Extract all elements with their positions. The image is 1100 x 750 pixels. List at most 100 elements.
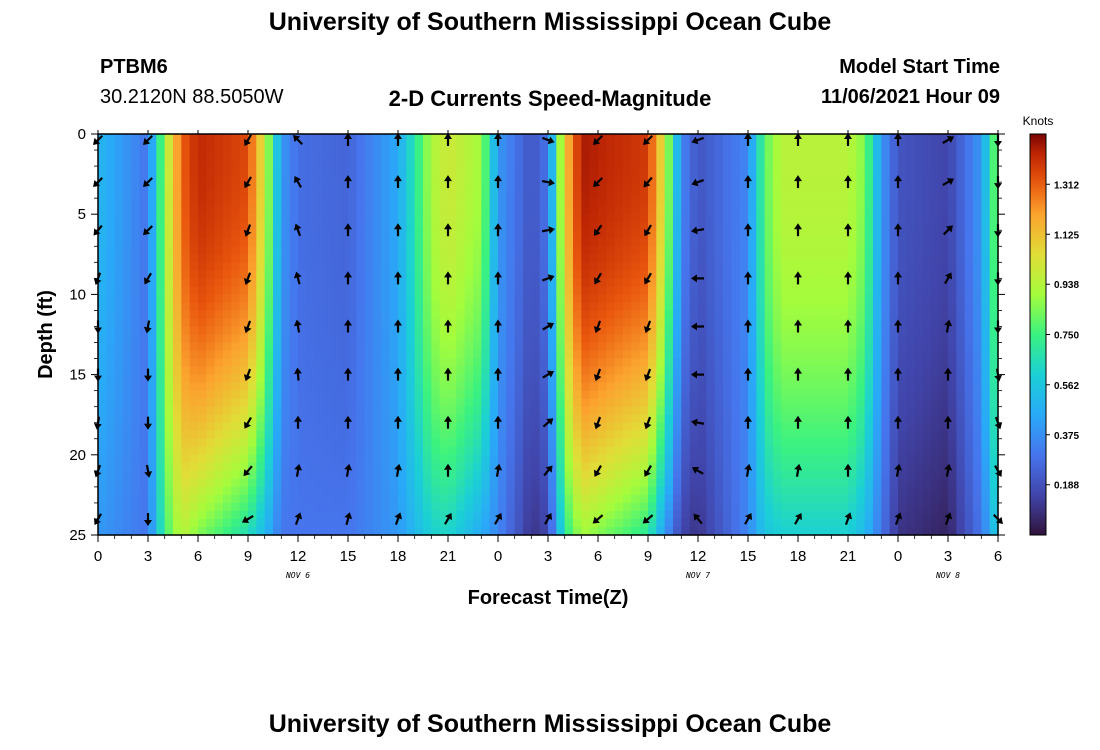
heatmap-cell xyxy=(606,158,616,167)
heatmap-cell xyxy=(189,182,199,191)
heatmap-cell xyxy=(398,270,407,279)
heatmap-cell xyxy=(531,166,541,175)
heatmap-cell xyxy=(764,374,774,384)
heatmap-cell xyxy=(548,310,557,320)
heatmap-cell xyxy=(156,230,166,239)
heatmap-cell xyxy=(248,406,257,416)
heatmap-cell xyxy=(306,470,316,480)
heatmap-cell xyxy=(564,254,574,263)
heatmap-cell xyxy=(848,350,857,360)
heatmap-cell xyxy=(331,230,341,239)
heatmap-cell xyxy=(764,438,774,448)
heatmap-cell xyxy=(206,366,216,376)
heatmap-cell xyxy=(323,350,332,360)
heatmap-cell xyxy=(473,254,482,263)
heatmap-cell xyxy=(573,326,582,336)
heatmap-cell xyxy=(664,390,674,400)
heatmap-cell xyxy=(123,238,132,247)
heatmap-cell xyxy=(331,382,341,392)
heatmap-cell xyxy=(231,206,241,215)
heatmap-cell xyxy=(248,358,257,368)
heatmap-cell xyxy=(631,438,641,448)
heatmap-cell xyxy=(106,430,116,440)
heatmap-cell xyxy=(781,158,791,167)
heatmap-cell xyxy=(706,446,716,456)
heatmap-cell xyxy=(114,206,124,215)
heatmap-cell xyxy=(839,302,849,312)
heatmap-cell xyxy=(664,254,674,263)
heatmap-cell xyxy=(206,302,216,312)
heatmap-cell xyxy=(739,150,749,159)
heatmap-cell xyxy=(106,518,116,528)
heatmap-cell xyxy=(164,478,174,488)
heatmap-cell xyxy=(573,262,582,271)
heatmap-cell xyxy=(814,430,824,440)
heatmap-cell xyxy=(506,486,516,496)
heatmap-cell xyxy=(631,454,641,464)
heatmap-cell xyxy=(714,478,724,488)
heatmap-cell xyxy=(898,342,907,352)
heatmap-cell xyxy=(406,366,416,376)
heatmap-cell xyxy=(339,166,349,175)
heatmap-cell xyxy=(823,518,832,528)
heatmap-cell xyxy=(839,382,849,392)
heatmap-cell xyxy=(839,174,849,183)
heatmap-cell xyxy=(273,302,282,312)
heatmap-cell xyxy=(698,262,707,271)
heatmap-cell xyxy=(698,478,707,488)
heatmap-cell xyxy=(589,382,599,392)
heatmap-cell xyxy=(631,414,641,424)
heatmap-cell xyxy=(673,438,682,448)
heatmap-cell xyxy=(139,142,149,151)
heatmap-cell xyxy=(414,270,424,279)
heatmap-cell xyxy=(831,422,841,432)
heatmap-cell xyxy=(323,158,332,167)
heatmap-cell xyxy=(573,134,582,143)
heatmap-cell xyxy=(298,190,307,199)
heatmap-cell xyxy=(506,214,516,223)
heatmap-cell xyxy=(273,174,282,183)
heatmap-cell xyxy=(473,310,482,320)
heatmap-cell xyxy=(789,462,799,472)
heatmap-cell xyxy=(398,318,407,328)
heatmap-cell xyxy=(523,174,532,183)
heatmap-cell xyxy=(856,310,866,320)
heatmap-cell xyxy=(423,198,432,207)
heatmap-cell xyxy=(873,294,882,304)
heatmap-cell xyxy=(873,358,882,368)
heatmap-cell xyxy=(698,462,707,472)
heatmap-cell xyxy=(148,438,157,448)
heatmap-cell xyxy=(623,494,632,504)
heatmap-cell xyxy=(564,366,574,376)
heatmap-cell xyxy=(256,166,266,175)
heatmap-cell xyxy=(656,326,666,336)
heatmap-cell xyxy=(506,270,516,279)
heatmap-cell xyxy=(281,246,291,255)
heatmap-cell xyxy=(806,406,816,416)
heatmap-cell xyxy=(414,382,424,392)
heatmap-cell xyxy=(723,174,732,183)
heatmap-cell xyxy=(539,214,549,223)
heatmap-cell xyxy=(856,278,866,287)
heatmap-cell xyxy=(489,374,499,384)
heatmap-cell xyxy=(223,366,232,376)
heatmap-cell xyxy=(506,462,516,472)
heatmap-cell xyxy=(881,158,891,167)
heatmap-cell xyxy=(714,310,724,320)
heatmap-cell xyxy=(231,142,241,151)
heatmap-cell xyxy=(289,270,299,279)
heatmap-cell xyxy=(281,510,291,520)
heatmap-cell xyxy=(189,494,199,504)
heatmap-cell xyxy=(789,142,799,151)
heatmap-cell xyxy=(539,246,549,255)
heatmap-cell xyxy=(923,262,932,271)
heatmap-cell xyxy=(273,334,282,344)
heatmap-cell xyxy=(873,414,882,424)
heatmap-cell xyxy=(489,358,499,368)
heatmap-cell xyxy=(764,134,774,143)
heatmap-cell xyxy=(106,334,116,344)
heatmap-cell xyxy=(814,142,824,151)
heatmap-cell xyxy=(623,382,632,392)
heatmap-cell xyxy=(898,438,907,448)
heatmap-cell xyxy=(781,374,791,384)
